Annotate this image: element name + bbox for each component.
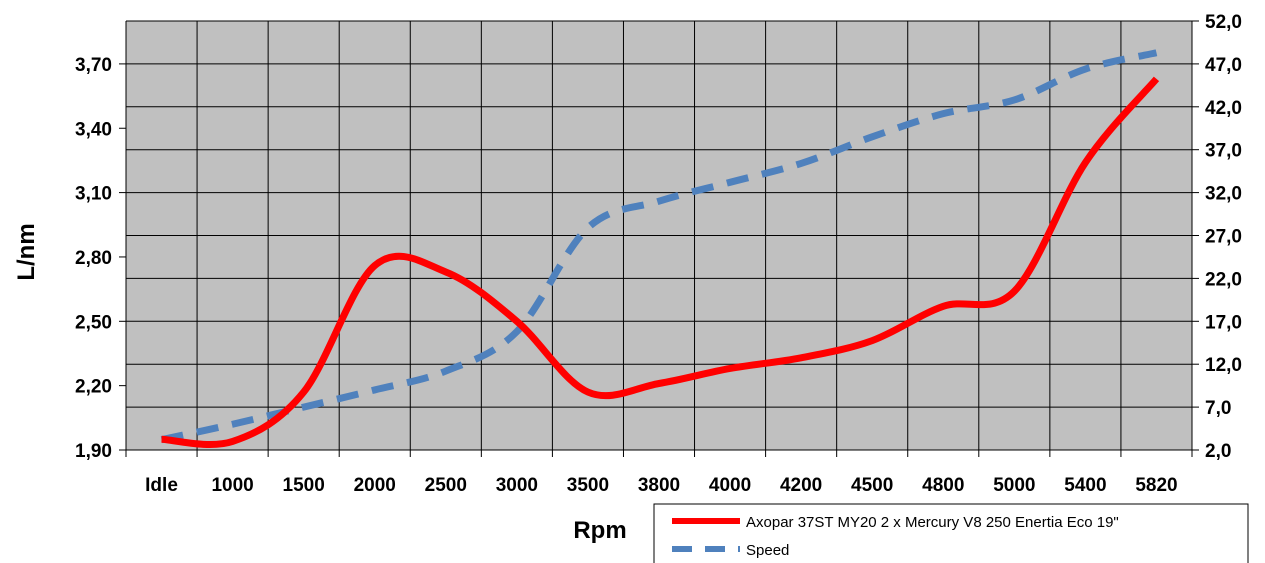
legend-box [653, 503, 1249, 563]
y2-tick-label: 52,0 [1205, 12, 1242, 33]
series-line-speed [160, 49, 1158, 444]
x-tick-label: 4200 [780, 475, 822, 496]
tick-labels: 1,90 2,20 2,50 2,80 3,10 3,40 3,70 2,0 7,0 12,0 17… [75, 12, 1242, 496]
x-tick-label: 5400 [1064, 475, 1106, 496]
gridlines [125, 20, 1193, 451]
x-tick-label: 4000 [709, 475, 751, 496]
x-axis-title: Rpm [573, 517, 626, 544]
y2-tick-label: 7,0 [1205, 398, 1231, 419]
y2-tick-label: 17,0 [1205, 312, 1242, 333]
series-line-axopar [161, 76, 1160, 448]
x-tick-label: Idle [145, 475, 178, 496]
y-axis-title: L/nm [13, 223, 40, 280]
y2-tick-label: 2,0 [1205, 441, 1231, 462]
x-tick-label: 2500 [425, 475, 467, 496]
x-tick-label: 3500 [567, 475, 609, 496]
legend: Axopar 37ST MY20 2 x Mercury V8 250 Ener… [653, 503, 1249, 563]
legend-label-speed: Speed [746, 542, 789, 559]
y2-tick-label: 22,0 [1205, 269, 1242, 290]
y2-tick-label: 32,0 [1205, 184, 1242, 205]
y-tick-label: 3,10 [75, 184, 112, 205]
x-tick-label: 2000 [354, 475, 396, 496]
y-tick-label: 1,90 [75, 441, 112, 462]
x-tick-label: 5000 [993, 475, 1035, 496]
y-tick-label: 3,40 [75, 119, 112, 140]
y-tick-label: 3,70 [75, 55, 112, 76]
y2-tick-label: 37,0 [1205, 141, 1242, 162]
y-tick-label: 2,50 [75, 312, 112, 333]
x-tick-label: 4500 [851, 475, 893, 496]
x-tick-label: 3000 [496, 475, 538, 496]
x-tick-label: 3800 [638, 475, 680, 496]
y-tick-label: 2,20 [75, 377, 112, 398]
y2-tick-label: 42,0 [1205, 98, 1242, 119]
x-tick-label: 1000 [211, 475, 253, 496]
y2-tick-label: 12,0 [1205, 355, 1242, 376]
series-layer [160, 49, 1160, 448]
x-tick-label: 1500 [283, 475, 325, 496]
x-tick-label: 4800 [922, 475, 964, 496]
legend-label-axopar: Axopar 37ST MY20 2 x Mercury V8 250 Ener… [746, 514, 1119, 531]
y-tick-label: 2,80 [75, 248, 112, 269]
axes [119, 20, 1199, 457]
x-tick-label: 5820 [1135, 475, 1177, 496]
y2-tick-label: 47,0 [1205, 55, 1242, 76]
y2-tick-label: 27,0 [1205, 227, 1242, 248]
